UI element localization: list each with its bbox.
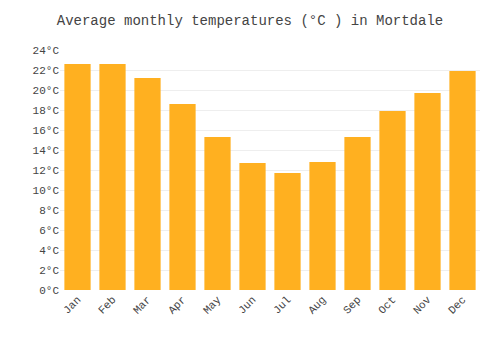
svg-text:Nov: Nov xyxy=(411,294,434,317)
svg-text:16°C: 16°C xyxy=(33,125,60,137)
svg-text:Jun: Jun xyxy=(236,294,258,316)
svg-text:4°C: 4°C xyxy=(39,245,59,257)
svg-text:8°C: 8°C xyxy=(39,205,59,217)
svg-text:0°C: 0°C xyxy=(39,285,59,297)
svg-text:20°C: 20°C xyxy=(33,85,60,97)
svg-text:Oct: Oct xyxy=(376,294,398,316)
svg-text:Average monthly temperatures (: Average monthly temperatures (°C ) in Mo… xyxy=(57,13,443,29)
svg-text:12°C: 12°C xyxy=(33,165,60,177)
svg-text:Apr: Apr xyxy=(166,294,188,316)
svg-text:Jul: Jul xyxy=(271,294,293,316)
svg-text:18°C: 18°C xyxy=(33,105,60,117)
svg-text:Mar: Mar xyxy=(131,294,153,316)
svg-text:14°C: 14°C xyxy=(33,145,60,157)
svg-text:2°C: 2°C xyxy=(39,265,59,277)
svg-text:May: May xyxy=(201,294,224,317)
svg-text:22°C: 22°C xyxy=(33,65,60,77)
svg-text:Jan: Jan xyxy=(61,294,83,316)
svg-text:Aug: Aug xyxy=(306,294,328,316)
svg-text:6°C: 6°C xyxy=(39,225,59,237)
svg-text:10°C: 10°C xyxy=(33,185,60,197)
svg-text:Sep: Sep xyxy=(341,294,363,316)
svg-text:24°C: 24°C xyxy=(33,45,60,57)
svg-text:Feb: Feb xyxy=(96,294,118,316)
svg-text:Dec: Dec xyxy=(446,294,468,316)
